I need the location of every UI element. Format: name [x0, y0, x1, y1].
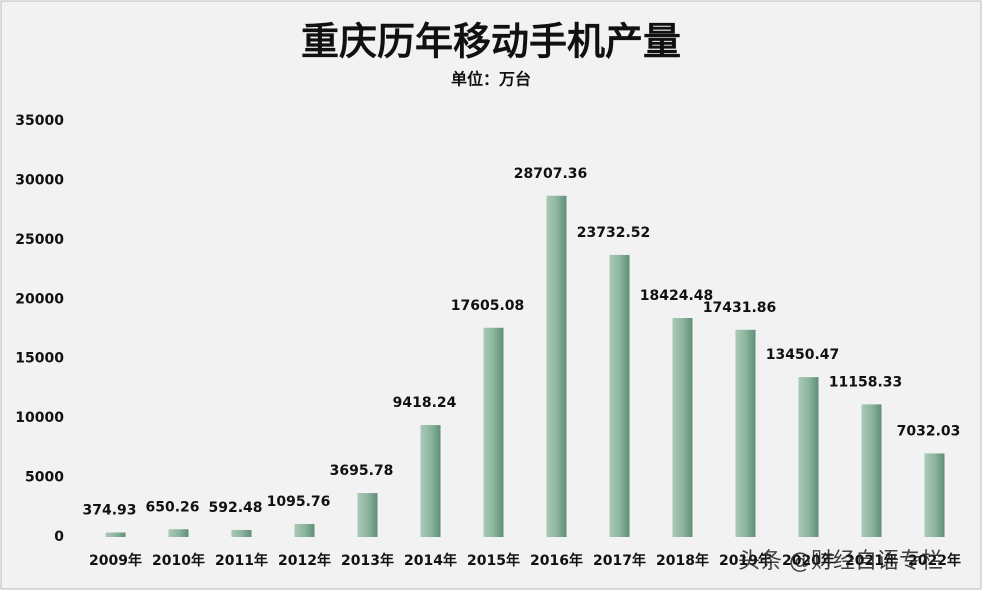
- x-tick-label: 2022年: [908, 552, 961, 569]
- bar: [231, 529, 252, 537]
- bar: [294, 523, 315, 537]
- y-tick-label: 35000: [15, 113, 64, 129]
- y-tick-label: 25000: [15, 232, 64, 248]
- x-tick-label: 2011年: [215, 552, 268, 569]
- value-label: 18424.48: [640, 288, 714, 304]
- value-label: 592.48: [208, 500, 262, 516]
- bar: [609, 254, 630, 537]
- watermark: 头条 @财经自语专栏: [738, 549, 943, 574]
- y-tick-label: 10000: [15, 410, 64, 426]
- x-tick-label: 2015年: [467, 552, 520, 569]
- x-tick-label: 2017年: [593, 552, 646, 569]
- value-label: 13450.47: [766, 347, 840, 363]
- bar: [546, 195, 567, 537]
- y-tick-label: 0: [54, 529, 64, 545]
- value-label: 650.26: [145, 499, 199, 515]
- value-label: 9418.24: [393, 395, 457, 411]
- bar: [861, 404, 882, 537]
- chart-title: 重庆历年移动手机产量: [301, 20, 681, 64]
- x-tick-label: 2009年: [89, 552, 142, 569]
- value-label: 7032.03: [897, 423, 961, 439]
- bar: [168, 529, 189, 537]
- x-tick-label: 2021年: [845, 552, 898, 569]
- bar: [672, 318, 693, 537]
- bar: [420, 425, 441, 537]
- x-tick-label: 2014年: [404, 552, 457, 569]
- bar: [105, 532, 126, 537]
- x-tick-label: 2019年: [719, 552, 772, 569]
- x-tick-label: 2016年: [530, 552, 583, 569]
- value-label: 374.93: [82, 503, 136, 519]
- value-label: 17431.86: [703, 300, 777, 316]
- bar: [924, 453, 945, 537]
- value-label: 11158.33: [829, 374, 903, 390]
- chart-subtitle: 单位：万台: [451, 70, 531, 89]
- value-label: 3695.78: [330, 463, 394, 479]
- bar: [357, 493, 378, 537]
- x-tick-label: 2018年: [656, 552, 709, 569]
- value-label: 1095.76: [267, 494, 331, 510]
- y-tick-label: 5000: [25, 470, 64, 486]
- bar: [483, 327, 504, 537]
- y-tick-label: 30000: [15, 172, 64, 188]
- value-label: 28707.36: [514, 166, 588, 182]
- y-tick-label: 20000: [15, 291, 64, 307]
- value-label: 17605.08: [451, 298, 525, 314]
- x-tick-label: 2020年: [782, 552, 835, 569]
- x-tick-label: 2010年: [152, 552, 205, 569]
- bar: [798, 377, 819, 537]
- y-tick-label: 15000: [15, 351, 64, 367]
- x-tick-label: 2012年: [278, 552, 331, 569]
- value-label: 23732.52: [577, 225, 651, 241]
- bar: [735, 329, 756, 537]
- x-tick-label: 2013年: [341, 552, 394, 569]
